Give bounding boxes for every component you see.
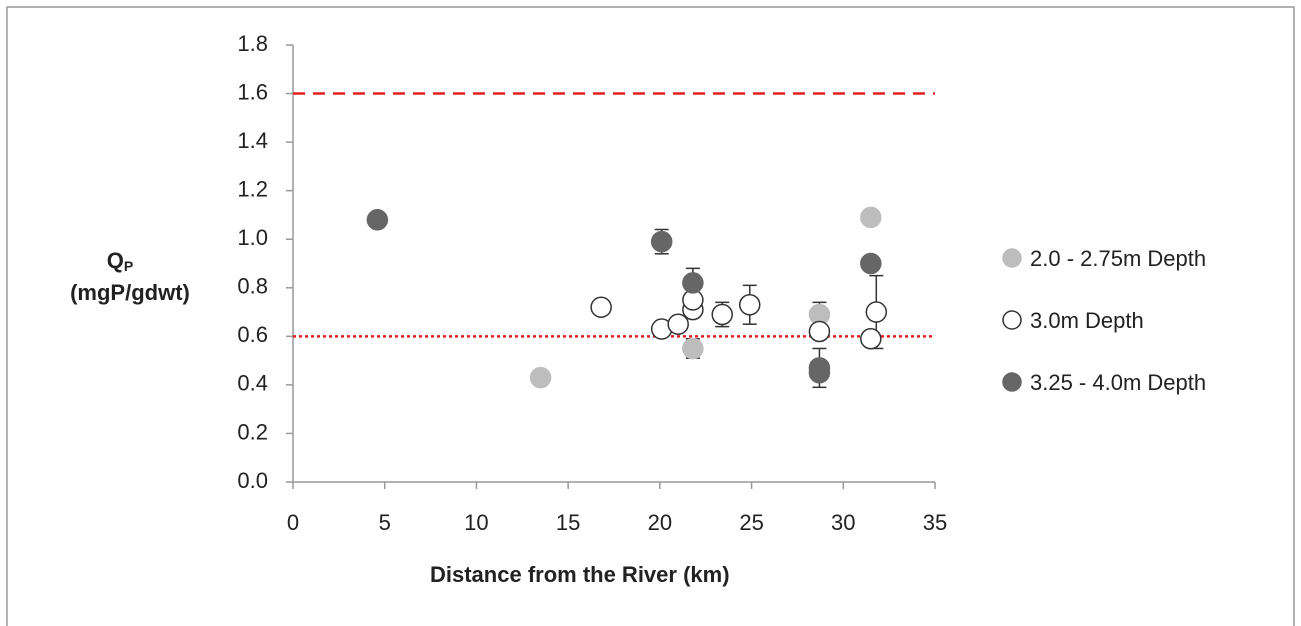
y-tick-label: 0.8 [237,274,268,299]
point [860,252,882,275]
y-axis-units: (mgP/gdwt) [70,280,190,305]
legend-marker [1002,372,1022,392]
legend-label: 3.25 - 4.0m Depth [1030,370,1206,395]
point [711,303,733,326]
x-tick-label: 35 [923,510,947,535]
point [808,320,831,343]
x-tick-label: 5 [379,510,391,535]
x-tick-label: 0 [287,510,299,535]
point [366,209,389,231]
point [865,301,888,323]
legend-marker [1002,310,1022,330]
x-tick-label: 15 [556,510,580,535]
y-tick-label: 1.2 [237,176,268,201]
x-axis-label: Distance from the River (km) [430,562,730,587]
x-tick-label: 20 [648,510,672,535]
y-label-subscript: P [124,258,133,274]
y-label-symbol: Q [107,248,124,273]
legend-marker [1002,248,1022,268]
x-tick-label: 25 [739,510,763,535]
point [590,296,612,318]
y-tick-label: 1.0 [237,225,268,250]
point [529,366,552,389]
y-axis-label: QP [107,248,133,274]
point [808,362,831,384]
y-tick-label: 0.4 [237,371,268,396]
point [860,206,882,229]
y-tick-label: 1.6 [237,79,268,104]
point [860,328,882,350]
x-tick-label: 10 [464,510,488,535]
y-tick-label: 1.4 [237,128,268,153]
x-tick-label: 30 [831,510,855,535]
point [738,294,761,316]
y-tick-label: 0.0 [237,468,268,493]
legend-label: 2.0 - 2.75m Depth [1030,246,1206,271]
legend-label: 3.0m Depth [1030,308,1144,333]
point [650,230,673,253]
chart-frame [6,6,1295,626]
y-tick-label: 0.6 [237,322,268,347]
point [682,337,704,360]
y-tick-label: 0.2 [237,419,268,444]
y-tick-label: 1.8 [237,31,268,56]
point [667,313,689,335]
point [682,272,704,294]
